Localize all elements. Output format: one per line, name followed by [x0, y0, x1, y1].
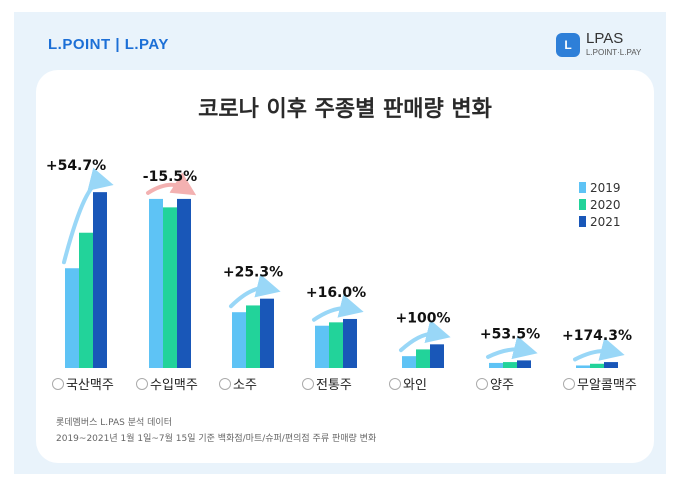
category-label-1: 수입맥주 — [150, 378, 198, 393]
legend-swatch-2021 — [579, 216, 586, 227]
trend-arrow-1 — [146, 172, 197, 196]
trend-arrow-5 — [486, 335, 538, 360]
bar-2020-4 — [416, 349, 430, 368]
bar-2019-1 — [149, 198, 163, 368]
trend-arrow-4 — [399, 319, 451, 353]
lpas-name: LPAS — [586, 30, 624, 47]
bar-2020-1 — [163, 207, 177, 368]
bar-2019-4 — [402, 356, 416, 368]
category-bottle-icon-0 — [52, 378, 64, 390]
trend-arrow-0 — [62, 167, 114, 265]
bar-2021-0 — [93, 192, 107, 368]
legend-label-2021: 2021 — [590, 215, 621, 229]
lpas-logo-icon: L — [556, 33, 580, 57]
bar-2021-3 — [343, 318, 357, 368]
category-label-4: 와인 — [403, 378, 427, 393]
category-label-6: 무알콜맥주 — [577, 378, 637, 393]
category-bottle-icon-1 — [136, 378, 148, 390]
category-bottle-icon-2 — [219, 378, 231, 390]
bar-2020-0 — [79, 232, 93, 368]
category-label-0: 국산맥주 — [66, 378, 114, 393]
bar-2019-3 — [315, 325, 329, 368]
legend-label-2020: 2020 — [590, 198, 621, 212]
category-bottle-icon-4 — [389, 378, 401, 390]
category-label-5: 양주 — [490, 378, 514, 393]
change-label-2: +25.3% — [223, 265, 283, 281]
legend-label-2019: 2019 — [590, 181, 621, 195]
lpas-subtitle: L.POINT·L.PAY — [586, 48, 642, 57]
bar-2021-4 — [430, 344, 444, 368]
change-label-0: +54.7% — [46, 158, 106, 174]
bar-2019-6 — [576, 365, 590, 368]
change-label-1: -15.5% — [143, 169, 197, 185]
bar-2020-5 — [503, 362, 517, 368]
bar-2019-2 — [232, 312, 246, 368]
trend-arrow-6 — [573, 337, 625, 362]
change-label-5: +53.5% — [480, 326, 540, 342]
bar-2020-3 — [329, 322, 343, 368]
chart-title: 코로나 이후 주종별 판매량 변화 — [198, 97, 492, 122]
bar-2019-5 — [489, 362, 503, 368]
lpoint-lpay-logo: L.POINT | L.PAY — [48, 36, 169, 53]
category-label-2: 소주 — [233, 378, 257, 393]
category-label-3: 전통주 — [316, 378, 352, 393]
bar-2021-6 — [604, 362, 618, 368]
change-label-6: +174.3% — [562, 328, 632, 344]
bar-2019-0 — [65, 268, 79, 368]
category-bottle-icon-5 — [476, 378, 488, 390]
bar-2020-6 — [590, 363, 604, 368]
legend-swatch-2019 — [579, 182, 586, 193]
bar-2021-5 — [517, 360, 531, 368]
change-label-4: +100% — [396, 310, 451, 326]
category-bottle-icon-3 — [302, 378, 314, 390]
period-note: 2019~2021년 1월 1일~7월 15일 기준 백화점/마트/슈퍼/편의점… — [56, 434, 377, 444]
source-note: 롯데멤버스 L.PAS 분석 데이터 — [56, 418, 172, 428]
change-label-3: +16.0% — [306, 285, 366, 301]
trend-arrow-2 — [229, 274, 281, 309]
bar-2020-2 — [246, 305, 260, 368]
legend-swatch-2020 — [579, 199, 586, 210]
category-bottle-icon-6 — [563, 378, 575, 390]
bar-2021-1 — [177, 198, 191, 368]
trend-arrow-3 — [312, 294, 364, 322]
chart-card — [36, 70, 654, 463]
bar-2021-2 — [260, 298, 274, 368]
